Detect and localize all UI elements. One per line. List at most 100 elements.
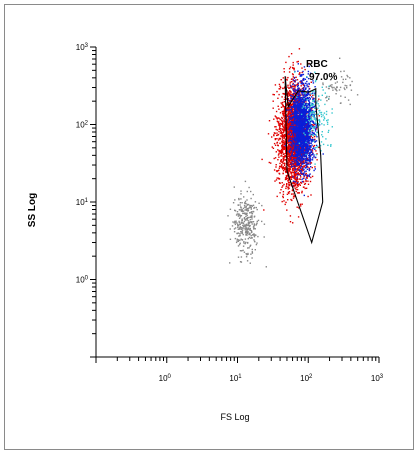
data-point [312,133,315,135]
data-point [287,118,290,120]
data-point [242,249,244,252]
data-point [292,162,294,165]
data-point [251,215,253,217]
data-point [275,126,277,128]
data-point [298,132,300,135]
data-point [303,97,305,99]
data-points [227,48,359,268]
data-point [301,67,303,69]
data-point [303,129,305,131]
data-point [292,126,294,128]
data-point [301,145,303,148]
data-point [315,134,317,136]
data-point [309,125,311,128]
data-point [293,158,295,160]
data-point [293,122,295,125]
data-point [290,166,292,168]
data-point [251,205,253,207]
data-point [301,107,303,109]
data-point [303,82,305,85]
data-point [293,80,296,82]
data-point [282,134,284,137]
data-point [306,92,309,95]
data-point [283,109,285,111]
data-point [253,233,255,235]
data-point [283,116,285,118]
data-point [306,97,309,100]
data-point [244,206,246,208]
data-point [296,79,299,81]
data-point [294,177,297,179]
data-point [304,182,307,185]
data-point [289,221,292,223]
data-point [294,152,296,154]
data-point [292,140,294,142]
data-point [301,125,304,127]
data-point [309,72,312,74]
data-point [261,220,263,223]
data-point [299,98,302,100]
data-point [294,170,296,173]
data-point [287,123,289,125]
data-point [282,196,284,199]
data-point [299,97,301,100]
data-point [304,158,306,160]
data-point [303,93,306,96]
data-point [308,83,310,85]
data-point [304,87,307,90]
data-point [299,148,301,150]
data-point [302,112,304,114]
data-point [286,114,288,116]
data-point [289,176,291,178]
data-point [308,156,311,158]
data-point [284,147,286,149]
data-point [305,132,308,134]
data-point [289,156,291,159]
data-point [296,154,298,156]
data-point [301,83,303,85]
data-point [290,53,293,55]
data-point [288,140,290,142]
data-point [298,153,300,155]
data-point [298,88,300,90]
data-point [300,172,302,174]
data-point [297,135,300,137]
data-point [314,117,316,119]
data-point [283,127,285,129]
data-point [296,116,298,118]
data-point [311,133,313,136]
data-point [288,129,290,131]
data-point [288,164,290,166]
data-point [305,105,308,107]
data-point [295,95,297,97]
data-point [289,114,292,117]
data-point [294,84,296,86]
data-point [278,93,280,96]
data-point [312,92,314,94]
data-point [297,84,299,87]
data-point [323,124,325,126]
data-point [298,97,300,99]
data-point [304,174,306,176]
data-point [294,183,296,185]
data-point [307,144,309,147]
data-point [295,130,297,133]
data-point [297,167,299,170]
data-point [340,95,342,97]
data-point [279,165,281,168]
data-point [245,226,247,229]
data-point [329,79,332,81]
data-point [313,132,315,134]
data-point [285,170,287,172]
data-point [331,87,334,89]
data-point [249,229,251,231]
data-point [237,245,240,247]
data-point [302,119,304,122]
data-point [291,113,293,115]
data-point [312,140,314,142]
data-point [276,138,278,140]
data-point [295,91,297,93]
data-point [296,85,299,87]
data-point [322,136,324,138]
